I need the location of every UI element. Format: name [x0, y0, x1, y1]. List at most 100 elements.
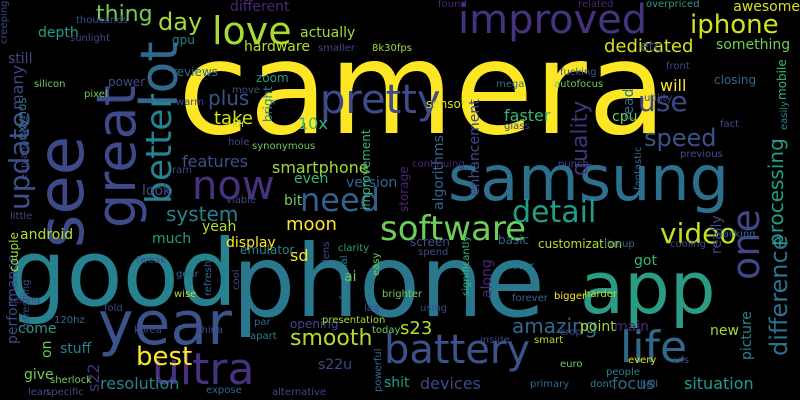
word-found: found: [438, 0, 467, 10]
word-storage: storage: [397, 166, 411, 212]
word-dont: dont: [590, 379, 613, 390]
word-120hz: 120hz: [54, 315, 85, 326]
word-thing: thing: [96, 2, 153, 27]
word-idr: idr: [232, 119, 246, 130]
word-apart: apart: [250, 331, 277, 342]
word-use: use: [638, 85, 688, 118]
word-powerful: powerful: [373, 348, 384, 392]
word-etc: etc: [640, 39, 662, 55]
word-bit: bit: [284, 193, 303, 209]
word-best: best: [136, 342, 193, 372]
word-every: every: [628, 355, 657, 366]
word-hell: hell: [640, 379, 659, 390]
word-along: along: [479, 259, 495, 298]
word-now: now: [192, 163, 275, 209]
word-front: front: [666, 61, 690, 72]
word-faster: faster: [504, 106, 551, 125]
word-ai: ai: [344, 269, 357, 285]
word-harder: harder: [584, 289, 618, 300]
word-opening: opening: [290, 317, 339, 331]
word-china: china: [196, 325, 224, 336]
word-previous: previous: [680, 149, 723, 160]
word-cooling: cooling: [670, 239, 706, 250]
word-cool: cool: [231, 269, 242, 290]
word-customization: customization: [538, 237, 623, 251]
word-devices: devices: [420, 374, 481, 393]
word-improvement: improvement: [359, 129, 373, 210]
word-day: day: [158, 8, 203, 36]
word-lineup: lineup: [604, 239, 635, 250]
word-gpu: gpu: [172, 33, 195, 47]
word-smaller: smaller: [318, 43, 355, 54]
word-glass: glass: [504, 121, 530, 132]
word-creeping: creeping: [0, 0, 10, 44]
word-love: love: [212, 9, 292, 53]
word-bright: bright: [261, 86, 275, 122]
word-app: app: [580, 246, 716, 330]
word-bigger: bigger: [554, 291, 587, 302]
word-professional: professional: [339, 255, 350, 316]
word-easily: easily: [779, 101, 790, 130]
word-closer: closer: [504, 261, 534, 272]
word-focus: focus: [612, 374, 655, 393]
word-different: different: [230, 0, 290, 15]
word-continuing: continuing: [412, 159, 465, 170]
word-euro: euro: [560, 359, 583, 370]
word-resolution: resolution: [100, 374, 180, 393]
word-android: android: [20, 227, 74, 243]
word-pretty: pretty: [320, 77, 441, 123]
word-give: give: [24, 367, 54, 383]
word-punch: punch: [558, 159, 589, 170]
word-read: read: [621, 88, 637, 120]
word-refresh: refresh: [203, 260, 214, 296]
word-come: come: [18, 321, 57, 337]
word-take: take: [214, 108, 253, 129]
word-couple: couple: [7, 232, 21, 272]
word-on: on: [39, 340, 55, 358]
word-lens: lens: [321, 241, 332, 262]
word-samsung: samsung: [448, 142, 729, 215]
word-primary: primary: [530, 379, 570, 390]
word-moon: moon: [286, 214, 337, 235]
word-mobile: mobile: [775, 59, 789, 100]
word-battery: battery: [384, 327, 530, 373]
word-synonymous: synonymous: [252, 141, 316, 152]
word-will: will: [660, 76, 687, 95]
word-smooth: smooth: [290, 326, 373, 351]
word-sunlight: sunlight: [70, 33, 111, 44]
word-overpriced: overpriced: [646, 0, 700, 10]
word-version: version: [346, 175, 398, 191]
word-system: system: [166, 202, 239, 226]
word-video: video: [660, 217, 737, 250]
word-wise: wise: [174, 289, 197, 300]
word-ultra: ultra: [152, 344, 255, 395]
word-emulator: emulator: [240, 243, 295, 257]
word-still: still: [8, 51, 33, 67]
word-fact: fact: [720, 119, 740, 130]
word-alternative: alternative: [272, 387, 327, 398]
word-point: point: [580, 319, 616, 335]
word-clarity: clarity: [338, 243, 370, 254]
word-even: even: [294, 171, 329, 187]
word-algorithms: algorithms: [431, 135, 447, 210]
word-camera: camera: [178, 15, 668, 164]
word-thousands: thousands: [76, 15, 128, 26]
word-much: much: [152, 231, 192, 247]
word-smart: smart: [534, 335, 564, 346]
word-power: power: [108, 75, 146, 89]
word-mega: mega: [496, 79, 525, 90]
word-specific: specific: [46, 387, 84, 398]
word-look: look: [142, 183, 172, 199]
word-life: life: [620, 322, 688, 373]
word-improved: improved: [458, 0, 648, 43]
word-need: need: [300, 181, 380, 219]
word-tweak: tweak: [136, 255, 167, 266]
word-using: using: [420, 303, 448, 314]
word-zoom: zoom: [256, 71, 289, 85]
word-easy: easy: [371, 252, 382, 276]
word-actually: actually: [300, 25, 356, 41]
word-iphone: iphone: [690, 10, 779, 40]
word-autofocus: autofocus: [554, 79, 604, 90]
word-crop: crop: [560, 327, 582, 338]
